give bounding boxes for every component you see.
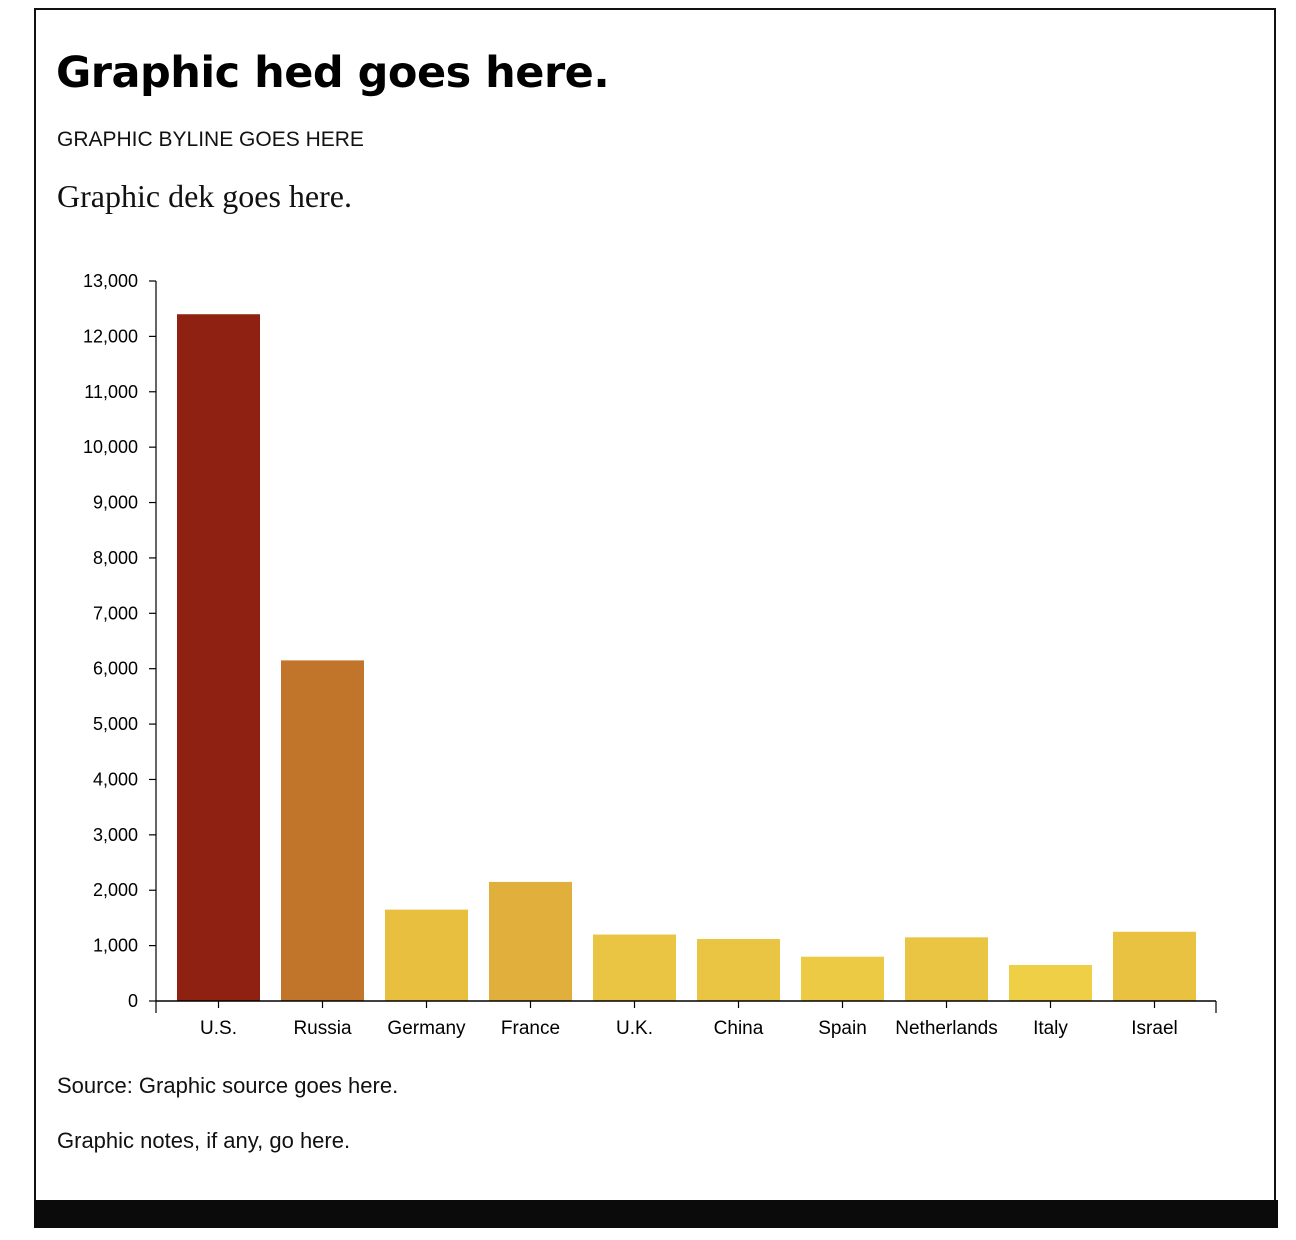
graphic-source: Source: Graphic source goes here.	[57, 1073, 399, 1098]
y-tick-label: 12,000	[83, 326, 138, 346]
bar	[905, 937, 988, 1001]
bar-chart: 0 1,000 2,000 3,000 4,000 5,000 6,000 7,000 8,00…	[83, 271, 1217, 1039]
bar	[177, 314, 260, 1001]
x-tick-label: China	[714, 1018, 764, 1039]
y-tick-label: 2,000	[93, 880, 138, 900]
bar	[281, 660, 364, 1001]
graphic-byline: GRAPHIC BYLINE GOES HERE	[57, 128, 364, 151]
bar	[385, 909, 468, 1001]
y-tick-label: 9,000	[93, 493, 138, 513]
y-tick-label: 6,000	[93, 659, 138, 679]
footer-bar	[34, 1200, 1278, 1228]
graphic-hed: Graphic hed goes here.	[56, 48, 610, 98]
y-tick-label: 0	[128, 991, 138, 1011]
y-axis: 0 1,000 2,000 3,000 4,000 5,000 6,000 7,000 8,00…	[83, 271, 157, 1011]
x-tick-label: Italy	[1033, 1018, 1068, 1039]
x-tick-label: France	[501, 1018, 560, 1039]
bar	[697, 938, 780, 1001]
bar	[489, 881, 572, 1001]
y-tick-label: 11,000	[84, 382, 138, 402]
bars	[177, 314, 1196, 1001]
y-tick-label: 4,000	[93, 769, 138, 789]
bar	[801, 956, 884, 1001]
y-tick-label: 10,000	[83, 437, 138, 457]
x-tick-label: Germany	[387, 1018, 466, 1039]
graphic-notes: Graphic notes, if any, go here.	[57, 1128, 351, 1153]
bar	[1009, 965, 1092, 1001]
y-tick-label: 3,000	[93, 825, 138, 845]
x-tick-label: Russia	[293, 1018, 352, 1039]
x-tick-label: Spain	[818, 1018, 867, 1039]
y-tick-label: 5,000	[93, 714, 138, 734]
x-tick-label: U.S.	[200, 1018, 237, 1039]
bar	[593, 934, 676, 1001]
y-tick-label: 7,000	[93, 603, 138, 623]
x-tick-label: U.K.	[616, 1018, 653, 1039]
x-tick-label: Israel	[1131, 1018, 1177, 1039]
y-tick-label: 1,000	[93, 936, 138, 956]
y-tick-label: 13,000	[83, 271, 138, 291]
bar	[1113, 931, 1196, 1001]
x-axis: U.S. Russia Germany France U.K. China Spain Net…	[155, 1000, 1217, 1039]
x-tick-label: Netherlands	[895, 1018, 997, 1039]
y-tick-label: 8,000	[93, 548, 138, 568]
graphic-dek: Graphic dek goes here.	[57, 178, 352, 214]
